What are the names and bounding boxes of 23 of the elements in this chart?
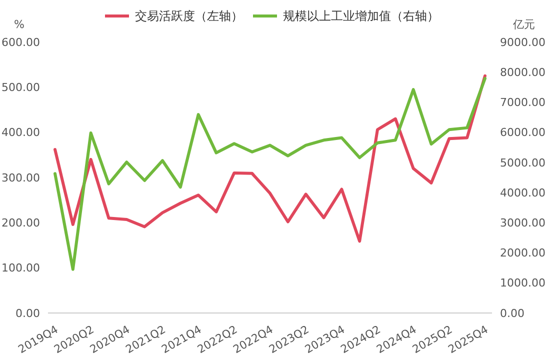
line-series bbox=[54, 76, 486, 271]
y2-tick-label: 1000.00 bbox=[500, 276, 546, 290]
y2-tick-label: 7000.00 bbox=[500, 96, 546, 110]
y-tick-label: 500.00 bbox=[2, 81, 40, 94]
y2-tick-label: 4000.00 bbox=[500, 186, 546, 200]
y2-tick-label: 5000.00 bbox=[500, 156, 546, 170]
y-tick-label: 100.00 bbox=[2, 262, 40, 275]
y-axis-title: % bbox=[14, 18, 24, 31]
line-series bbox=[54, 74, 486, 243]
y2-tick-label: 0.00 bbox=[500, 306, 524, 320]
y2-tick-label: 9000.00 bbox=[500, 36, 546, 49]
y2-axis-title: 亿元 bbox=[512, 18, 535, 31]
y2-tick-label: 8000.00 bbox=[500, 66, 546, 79]
y-tick-label: 600.00 bbox=[2, 36, 40, 49]
y-tick-label: 400.00 bbox=[2, 126, 40, 140]
y2-tick-label: 6000.00 bbox=[500, 126, 546, 140]
legend-label: 交易活跃度（左轴） bbox=[135, 9, 243, 24]
y-tick-label: 200.00 bbox=[2, 216, 40, 230]
y-tick-label: 300.00 bbox=[2, 171, 40, 184]
legend-label: 规模以上工业增加值（右轴） bbox=[283, 9, 439, 24]
y-tick-label: 0.00 bbox=[16, 306, 40, 320]
y2-tick-label: 3000.00 bbox=[500, 216, 546, 230]
y2-tick-label: 2000.00 bbox=[500, 246, 546, 260]
